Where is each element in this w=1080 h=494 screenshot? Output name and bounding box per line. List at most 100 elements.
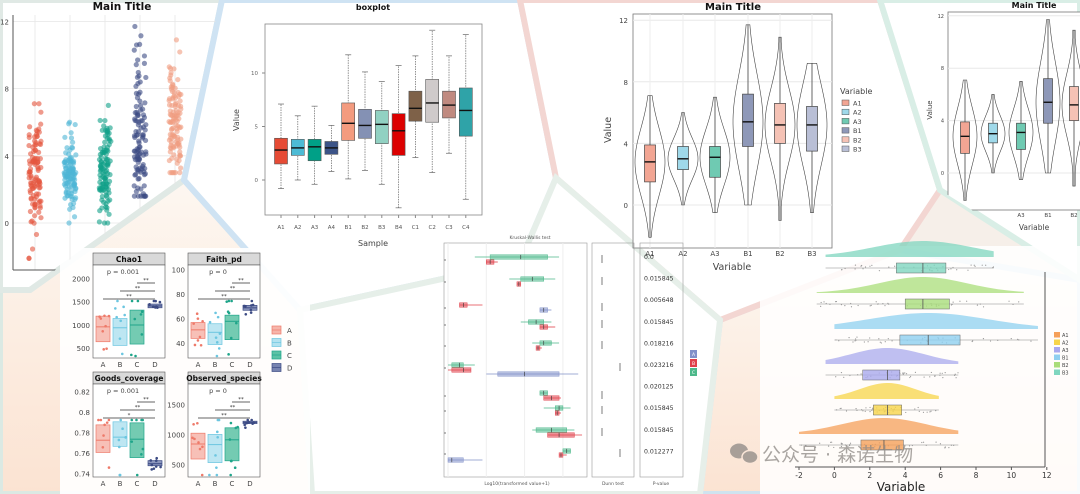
facet-point <box>141 447 145 451</box>
jitter-point <box>177 153 183 159</box>
facet-point <box>158 300 162 304</box>
jitter-point <box>166 102 173 108</box>
facet-title: Goods_coverage <box>95 374 164 383</box>
facet-point <box>191 436 194 440</box>
boxplot-box <box>307 139 322 162</box>
violin-xtick-label: B1 <box>743 250 752 258</box>
jitter-point <box>167 170 173 176</box>
raincloud-point <box>926 411 928 413</box>
facet-xtick-label: B <box>118 480 123 488</box>
violin-small-frame <box>947 11 1080 211</box>
raincloud-point <box>966 300 968 302</box>
forest-dunn-label: Dunn test <box>602 481 624 487</box>
jitter-point <box>133 103 139 110</box>
jitter-point <box>33 176 39 182</box>
violin-small-shape <box>1061 29 1080 187</box>
jitter-point <box>98 154 104 160</box>
violin-legend-key <box>841 127 850 134</box>
jitter-point <box>170 95 176 101</box>
raincloud-point <box>833 446 835 449</box>
jitter-point <box>177 149 183 155</box>
jitter-point <box>167 149 173 155</box>
raincloud-point <box>870 304 872 306</box>
jitter-ytick-label: 12 <box>0 18 9 26</box>
facet-signif-label: ** <box>221 413 227 419</box>
jitter-point <box>105 198 111 204</box>
jitter-point <box>36 209 42 215</box>
raincloud-point <box>971 340 973 343</box>
raincloud-point <box>819 442 821 444</box>
raincloud-density <box>834 313 1038 329</box>
raincloud-point <box>950 444 952 446</box>
facet-point <box>199 343 203 347</box>
raincloud-point <box>855 339 857 341</box>
raincloud-point <box>820 305 822 307</box>
facet-signif-label: ** <box>238 397 244 403</box>
jitter-point <box>136 155 142 162</box>
facet-point <box>140 418 143 422</box>
jitter-point <box>166 157 172 164</box>
raincloud-point <box>970 264 972 266</box>
facet-box <box>112 421 128 447</box>
raincloud-legend-label: A1 <box>1062 333 1069 339</box>
jitter-point <box>67 158 73 165</box>
jitter-point <box>143 149 149 155</box>
boxplot-xtick-label: B2 <box>361 225 368 231</box>
facet-point <box>154 459 158 463</box>
jitter-point <box>168 86 175 92</box>
jitter-point <box>68 130 74 136</box>
p-value-text: 0.023216 <box>644 362 674 369</box>
boxplot-xtick-label: B1 <box>345 225 352 231</box>
jitter-ytick-label: 4 <box>5 153 10 161</box>
facet-point <box>218 332 222 335</box>
boxplot-xtick-label: C3 <box>445 225 453 231</box>
raincloud-legend-key <box>1054 362 1060 368</box>
facet-signif-label: ** <box>143 278 149 284</box>
raincloud-xtick-label: 12 <box>1042 471 1052 480</box>
boxplot-chart: boxplot Sample Value 0 5 10 A1 A2 A3 A4 B1 B2 B3 B… <box>232 3 483 248</box>
jitter-point <box>137 89 143 95</box>
jitter-point <box>66 220 72 226</box>
raincloud-point <box>865 407 867 409</box>
jitter-point <box>70 139 76 145</box>
facet-point <box>201 319 204 323</box>
facet-point <box>217 347 221 350</box>
violin-xtick-label: A1 <box>645 250 654 258</box>
jitter-point <box>108 138 114 144</box>
raincloud-point <box>930 371 932 374</box>
forest-legend-key <box>690 350 697 358</box>
p-value-text: 0.015845 <box>644 276 674 283</box>
jitter-point <box>65 176 71 182</box>
raincloud-point <box>860 373 862 375</box>
forest-legend-label: B <box>692 361 695 367</box>
jitter-point <box>26 132 32 138</box>
facet-point <box>104 324 107 328</box>
p-value-text: 0.015845 <box>644 427 674 434</box>
jitter-point <box>32 147 38 153</box>
jitter-point <box>69 145 76 151</box>
violin-small-shape <box>952 79 978 201</box>
jitter-point <box>166 97 172 104</box>
violin-xtick-label: A3 <box>710 250 719 258</box>
boxplot-xtick-label: B3 <box>378 225 386 231</box>
facet-point <box>198 447 202 451</box>
facet-xtick-label: D <box>247 480 252 488</box>
raincloud-xtick-label: 0 <box>832 471 837 480</box>
boxplot-xtick-label: A2 <box>294 225 301 231</box>
jitter-point <box>102 165 108 171</box>
raincloud-point <box>922 411 925 413</box>
raincloud-legend-label: B2 <box>1062 363 1069 369</box>
facet-xtick-label: A <box>101 480 106 488</box>
facet-point <box>201 445 204 449</box>
facet-point <box>99 317 103 320</box>
violin-legend-label: A1 <box>853 100 862 108</box>
raincloud-point <box>856 409 858 411</box>
p-value-text: 0.015845 <box>644 319 674 326</box>
facet-point <box>114 307 117 310</box>
jitter-point <box>173 108 179 114</box>
facet-ytick-label: 1500 <box>167 402 185 410</box>
violin-shape <box>667 112 699 206</box>
facet-point <box>105 347 108 350</box>
jitter-point <box>32 138 38 144</box>
violin-legend-key <box>841 99 850 106</box>
